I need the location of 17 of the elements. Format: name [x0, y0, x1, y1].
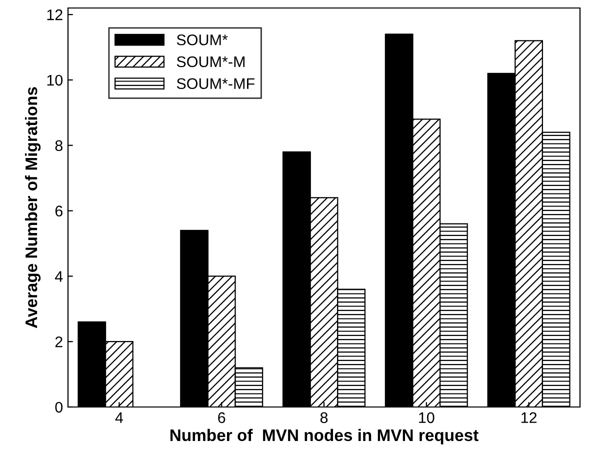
- y-tick-label: 12: [47, 9, 62, 20]
- legend-label: SOUM*-MF: [176, 78, 254, 90]
- legend-label: SOUM*-M: [176, 56, 245, 68]
- x-tick-label: 6: [218, 412, 226, 424]
- y-tick-label: 10: [47, 74, 63, 86]
- legend-label: SOUM*: [176, 34, 228, 46]
- x-tick-label: 12: [521, 412, 537, 423]
- y-tick-label: 4: [54, 271, 63, 282]
- x-tick-label: 8: [320, 412, 328, 424]
- x-axis-title: Number of MVN nodes in MVN request: [170, 428, 478, 444]
- y-tick-label: 2: [55, 336, 62, 348]
- x-tick-label: 4: [115, 412, 123, 423]
- y-tick-label: 8: [55, 140, 62, 152]
- y-tick-label: 6: [55, 206, 62, 216]
- x-tick-label: 10: [419, 412, 434, 424]
- y-tick-label: 0: [55, 402, 63, 413]
- y-axis-title: Average Number of Migrations: [24, 87, 41, 328]
